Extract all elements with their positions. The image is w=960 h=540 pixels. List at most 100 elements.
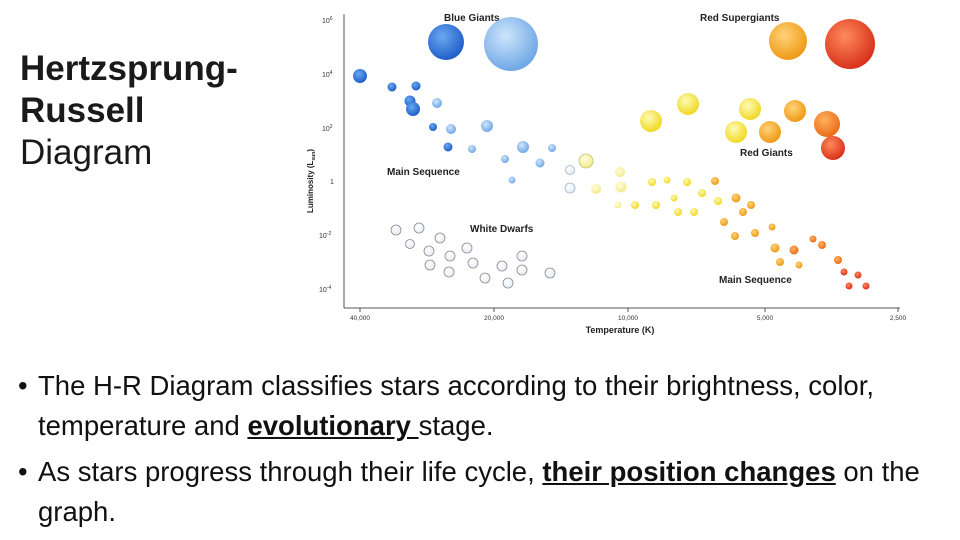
star-white-dwarf <box>443 266 455 278</box>
label-main-sequence-lower: Main Sequence <box>719 275 792 286</box>
y-tick-1e-2: 10-2 <box>319 231 331 240</box>
star-main-sequence <box>683 178 691 186</box>
star-main-sequence <box>631 201 639 209</box>
star-main-sequence <box>674 208 682 216</box>
y-tick-1e2: 102 <box>322 124 333 133</box>
star-main-sequence <box>411 81 421 91</box>
star-main-sequence <box>731 232 739 240</box>
star-main-sequence <box>834 256 842 264</box>
star-main-sequence <box>564 182 576 194</box>
star-main-sequence <box>818 241 826 249</box>
x-tick-40000: 40,000 <box>350 315 370 322</box>
star-main-sequence <box>840 268 848 276</box>
star-main-sequence <box>731 193 741 203</box>
star-main-sequence <box>809 235 817 243</box>
label-red-supergiants: Red Supergiants <box>700 13 780 24</box>
star-main-sequence <box>481 120 493 132</box>
star-red-giant <box>821 136 845 160</box>
y-tick-1e6: 106 <box>322 16 333 25</box>
label-blue-giants: Blue Giants <box>444 13 500 24</box>
star-main-sequence <box>614 201 622 209</box>
bullet-item: The H-R Diagram classifies stars accordi… <box>18 366 948 446</box>
star-main-sequence <box>565 165 575 175</box>
x-tick-2500: 2,500 <box>890 315 907 322</box>
star-red-giant <box>759 121 781 143</box>
star-main-sequence <box>711 177 719 185</box>
star-red-giant <box>739 98 761 120</box>
bullet-text: stage. <box>418 410 494 441</box>
star-main-sequence <box>517 141 529 153</box>
bullet-item: As stars progress through their life cyc… <box>18 452 948 532</box>
bullet-text: The H-R Diagram classifies stars accordi… <box>38 370 875 441</box>
star-white-dwarf <box>516 250 528 262</box>
star-white-dwarf <box>461 242 473 254</box>
star-main-sequence <box>698 189 706 197</box>
star-main-sequence <box>670 194 678 202</box>
star-white-dwarf <box>502 277 514 289</box>
star-red-supergiant <box>769 22 807 60</box>
star-main-sequence <box>768 223 776 231</box>
x-tick-10000: 10,000 <box>618 315 638 322</box>
star-main-sequence <box>353 69 367 83</box>
title-line-1: Hertzsprung- <box>20 49 238 88</box>
label-white-dwarfs: White Dwarfs <box>470 224 534 235</box>
star-main-sequence <box>535 158 545 168</box>
x-axis-label: Temperature (K) <box>586 325 655 335</box>
main-sequence-stars <box>353 69 870 290</box>
star-main-sequence <box>663 176 671 184</box>
y-tick-1: 1 <box>330 179 334 186</box>
star-red-giant <box>814 111 840 137</box>
star-main-sequence <box>751 229 759 237</box>
star-white-dwarf <box>424 259 436 271</box>
star-red-giant <box>725 121 747 143</box>
star-main-sequence <box>862 282 870 290</box>
x-tick-5000: 5,000 <box>757 315 774 322</box>
hr-diagram: 106 104 102 1 10-2 10-4 Luminosity (Lsun… <box>306 13 907 335</box>
y-tick-1e-4: 10-4 <box>319 285 331 294</box>
star-main-sequence <box>615 181 627 193</box>
star-main-sequence <box>739 208 747 216</box>
bullet-text: on the graph. <box>38 456 920 527</box>
star-white-dwarf <box>413 222 425 234</box>
star-red-giant <box>677 93 699 115</box>
bullet-text: As stars progress through their life cyc… <box>38 456 543 487</box>
star-main-sequence <box>468 145 476 153</box>
star-main-sequence <box>443 142 453 152</box>
star-main-sequence <box>615 167 625 177</box>
star-main-sequence <box>591 184 601 194</box>
star-main-sequence <box>508 176 516 184</box>
label-main-sequence-upper: Main Sequence <box>387 167 460 178</box>
star-main-sequence <box>432 98 442 108</box>
star-main-sequence <box>429 123 437 131</box>
star-main-sequence <box>690 208 698 216</box>
star-main-sequence <box>446 124 456 134</box>
bullet-emphasis: their position changes <box>542 456 836 487</box>
slide-title: Hertzsprung- Russell Diagram <box>20 48 290 174</box>
star-white-dwarf <box>405 239 415 249</box>
star-white-dwarf <box>444 250 456 262</box>
star-white-dwarf <box>390 224 402 236</box>
star-red-giant <box>640 110 662 132</box>
star-main-sequence <box>845 282 853 290</box>
star-red-giant <box>784 100 806 122</box>
x-tick-20000: 20,000 <box>484 315 504 322</box>
star-white-dwarf <box>496 260 508 272</box>
star-white-dwarf <box>434 232 446 244</box>
star-main-sequence <box>387 82 397 92</box>
star-main-sequence <box>406 102 420 116</box>
white-dwarf-stars <box>390 222 556 289</box>
star-red-supergiant <box>825 19 875 69</box>
star-blue-giant <box>484 17 538 71</box>
y-tick-1e4: 104 <box>322 70 333 79</box>
star-main-sequence <box>652 201 660 209</box>
star-white-dwarf <box>423 245 435 257</box>
star-main-sequence <box>548 144 556 152</box>
star-white-dwarf <box>467 257 479 269</box>
star-white-dwarf <box>516 264 528 276</box>
star-white-dwarf <box>479 272 491 284</box>
star-blue-giant <box>428 24 464 60</box>
star-main-sequence <box>747 201 755 209</box>
bullet-list: The H-R Diagram classifies stars accordi… <box>18 366 948 538</box>
title-line-3: Diagram <box>20 133 153 172</box>
star-main-sequence <box>578 153 594 169</box>
